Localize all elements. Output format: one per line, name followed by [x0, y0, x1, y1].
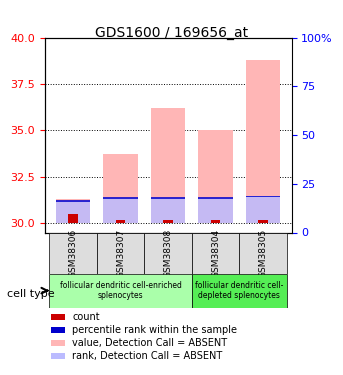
Text: GSM38306: GSM38306 [69, 228, 78, 278]
FancyBboxPatch shape [192, 274, 287, 308]
Bar [246, 196, 280, 223]
Bar [151, 198, 185, 223]
Bar [199, 197, 233, 199]
Text: count: count [72, 312, 100, 322]
Text: percentile rank within the sample: percentile rank within the sample [72, 325, 237, 335]
Bar [246, 195, 280, 197]
Bar [211, 220, 220, 223]
Bar [116, 220, 125, 223]
FancyBboxPatch shape [49, 232, 97, 274]
Text: rank, Detection Call = ABSENT: rank, Detection Call = ABSENT [72, 351, 222, 361]
FancyBboxPatch shape [49, 274, 192, 308]
Bar [199, 130, 233, 223]
Text: GDS1600 / 169656_at: GDS1600 / 169656_at [95, 26, 248, 40]
Bar [104, 154, 138, 223]
Text: GSM38304: GSM38304 [211, 228, 220, 278]
Bar [68, 214, 78, 223]
Text: GSM38308: GSM38308 [164, 228, 173, 278]
FancyBboxPatch shape [144, 232, 192, 274]
FancyBboxPatch shape [192, 232, 239, 274]
Text: GSM38305: GSM38305 [259, 228, 268, 278]
Bar [246, 60, 280, 223]
FancyBboxPatch shape [239, 232, 287, 274]
Bar [151, 108, 185, 223]
Text: follicular dendritic cell-enriched
splenocytes: follicular dendritic cell-enriched splen… [60, 281, 181, 300]
Bar [56, 200, 90, 202]
Bar [151, 197, 185, 199]
Bar [199, 198, 233, 223]
Bar [163, 220, 173, 223]
FancyBboxPatch shape [97, 232, 144, 274]
Bar [56, 201, 90, 223]
Bar [56, 199, 90, 223]
Text: cell type: cell type [7, 290, 55, 299]
Text: value, Detection Call = ABSENT: value, Detection Call = ABSENT [72, 338, 227, 348]
Text: GSM38307: GSM38307 [116, 228, 125, 278]
Bar [104, 197, 138, 199]
Text: follicular dendritic cell-
depleted splenocytes: follicular dendritic cell- depleted sple… [195, 281, 284, 300]
Bar [104, 198, 138, 223]
Bar [258, 220, 268, 223]
